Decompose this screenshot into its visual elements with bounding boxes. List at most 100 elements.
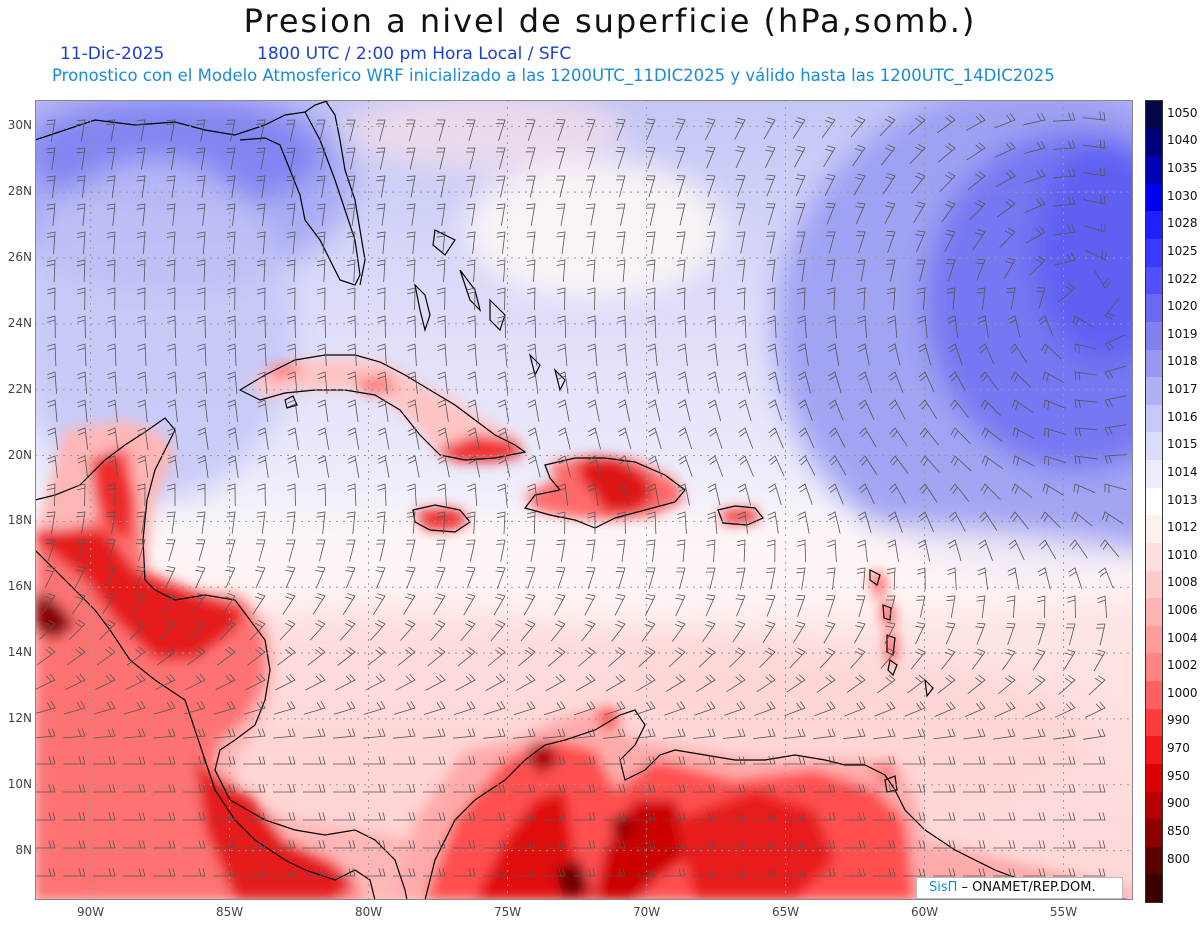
longitude-label: 70W: [632, 905, 661, 919]
wind-barb: [827, 371, 842, 394]
wind-barb: [46, 147, 56, 170]
wind-barb: [946, 287, 956, 310]
longitude-label: 55W: [1049, 905, 1078, 919]
wind-barb: [377, 483, 387, 507]
wind-barb: [676, 539, 686, 562]
wind-barb: [917, 343, 932, 366]
wind-barb: [436, 175, 446, 198]
wind-barb: [527, 371, 539, 394]
wind-barb: [856, 567, 866, 590]
wind-barb: [617, 287, 626, 311]
wind-barb: [153, 700, 176, 715]
wind-barb: [933, 812, 956, 821]
wind-barb: [406, 147, 416, 170]
wind-barb: [578, 647, 596, 667]
wind-barb: [187, 646, 206, 666]
wind-barb: [226, 175, 236, 198]
wind-barb: [767, 511, 779, 534]
wind-barb: [527, 343, 538, 366]
wind-barb: [543, 756, 566, 765]
wind-barb: [798, 455, 816, 476]
wind-barb: [843, 728, 866, 740]
wind-barb: [35, 868, 56, 877]
colorbar-cell: [1146, 128, 1162, 157]
wind-barb: [675, 175, 686, 198]
wind-barb: [63, 812, 86, 821]
wind-barb: [767, 483, 782, 506]
wind-barb: [645, 147, 656, 169]
wind-barb: [1074, 343, 1097, 353]
wind-barb: [317, 343, 327, 367]
wind-barb: [976, 287, 986, 310]
wind-barb: [646, 231, 656, 254]
forecast-info: Pronostico con el Modelo Atmosferico WRF…: [52, 66, 1055, 85]
colorbar-cell: [1146, 404, 1162, 433]
wind-barb: [633, 868, 656, 877]
wind-barb: [93, 728, 116, 739]
wind-barb: [1093, 649, 1106, 672]
wind-barb: [93, 812, 116, 821]
wind-barb: [436, 511, 446, 534]
wind-barb: [633, 784, 656, 793]
wind-barb: [453, 840, 476, 849]
wind-barb: [437, 371, 448, 394]
wind-barb: [1037, 595, 1046, 619]
wind-barb: [978, 539, 993, 561]
wind-barb: [93, 784, 116, 793]
wind-barb: [1104, 454, 1128, 464]
wind-barb: [166, 175, 176, 198]
wind-barb: [587, 399, 600, 422]
wind-barb: [106, 147, 116, 170]
wind-barb: [247, 646, 266, 666]
wind-barb: [555, 567, 566, 589]
wind-barb: [933, 756, 956, 765]
wind-barb: [376, 175, 386, 198]
wind-barb: [1023, 112, 1046, 126]
wind-barb: [93, 840, 116, 849]
wind-barb: [706, 203, 716, 226]
wind-barb: [993, 756, 1016, 765]
wind-barb: [705, 118, 716, 140]
wind-barb: [1012, 455, 1035, 467]
wind-barb: [638, 647, 656, 668]
wind-barb: [823, 145, 836, 168]
wind-barb: [226, 231, 236, 254]
wind-barb: [406, 203, 416, 226]
wind-barb: [376, 511, 386, 534]
wind-barb: [995, 170, 1016, 188]
wind-barb: [915, 259, 926, 282]
wind-barb: [647, 511, 657, 535]
wind-barb: [919, 399, 938, 419]
wind-barb: [226, 119, 236, 142]
wind-barb: [994, 701, 1016, 718]
wind-barb: [427, 646, 446, 667]
wind-barb: [693, 784, 716, 793]
wind-barb: [496, 147, 506, 170]
wind-barb: [920, 455, 940, 473]
wind-barb: [633, 756, 656, 765]
wind-barb: [887, 539, 899, 562]
wind-barb: [1042, 483, 1065, 496]
wind-barb: [1074, 455, 1097, 465]
longitude-label: 80W: [354, 905, 383, 919]
wind-barb: [167, 455, 179, 478]
wind-barb: [496, 175, 506, 198]
wind-barb: [346, 511, 356, 534]
wind-barb: [457, 646, 476, 667]
wind-barb: [303, 840, 326, 849]
wind-barb: [213, 868, 236, 877]
wind-barb: [1023, 756, 1046, 765]
wind-barb: [1053, 196, 1076, 207]
wind-barb: [1023, 728, 1046, 740]
wind-barb: [645, 118, 656, 141]
wind-barb: [903, 756, 926, 765]
wind-barb: [307, 646, 326, 666]
wind-barb: [1053, 812, 1076, 821]
wind-barb: [95, 673, 116, 690]
wind-barb: [35, 756, 56, 765]
wind-barb: [856, 259, 866, 282]
wind-barb: [648, 455, 663, 478]
wind-barb: [99, 619, 116, 640]
wind-barb: [197, 455, 209, 478]
wind-barb: [196, 259, 206, 283]
